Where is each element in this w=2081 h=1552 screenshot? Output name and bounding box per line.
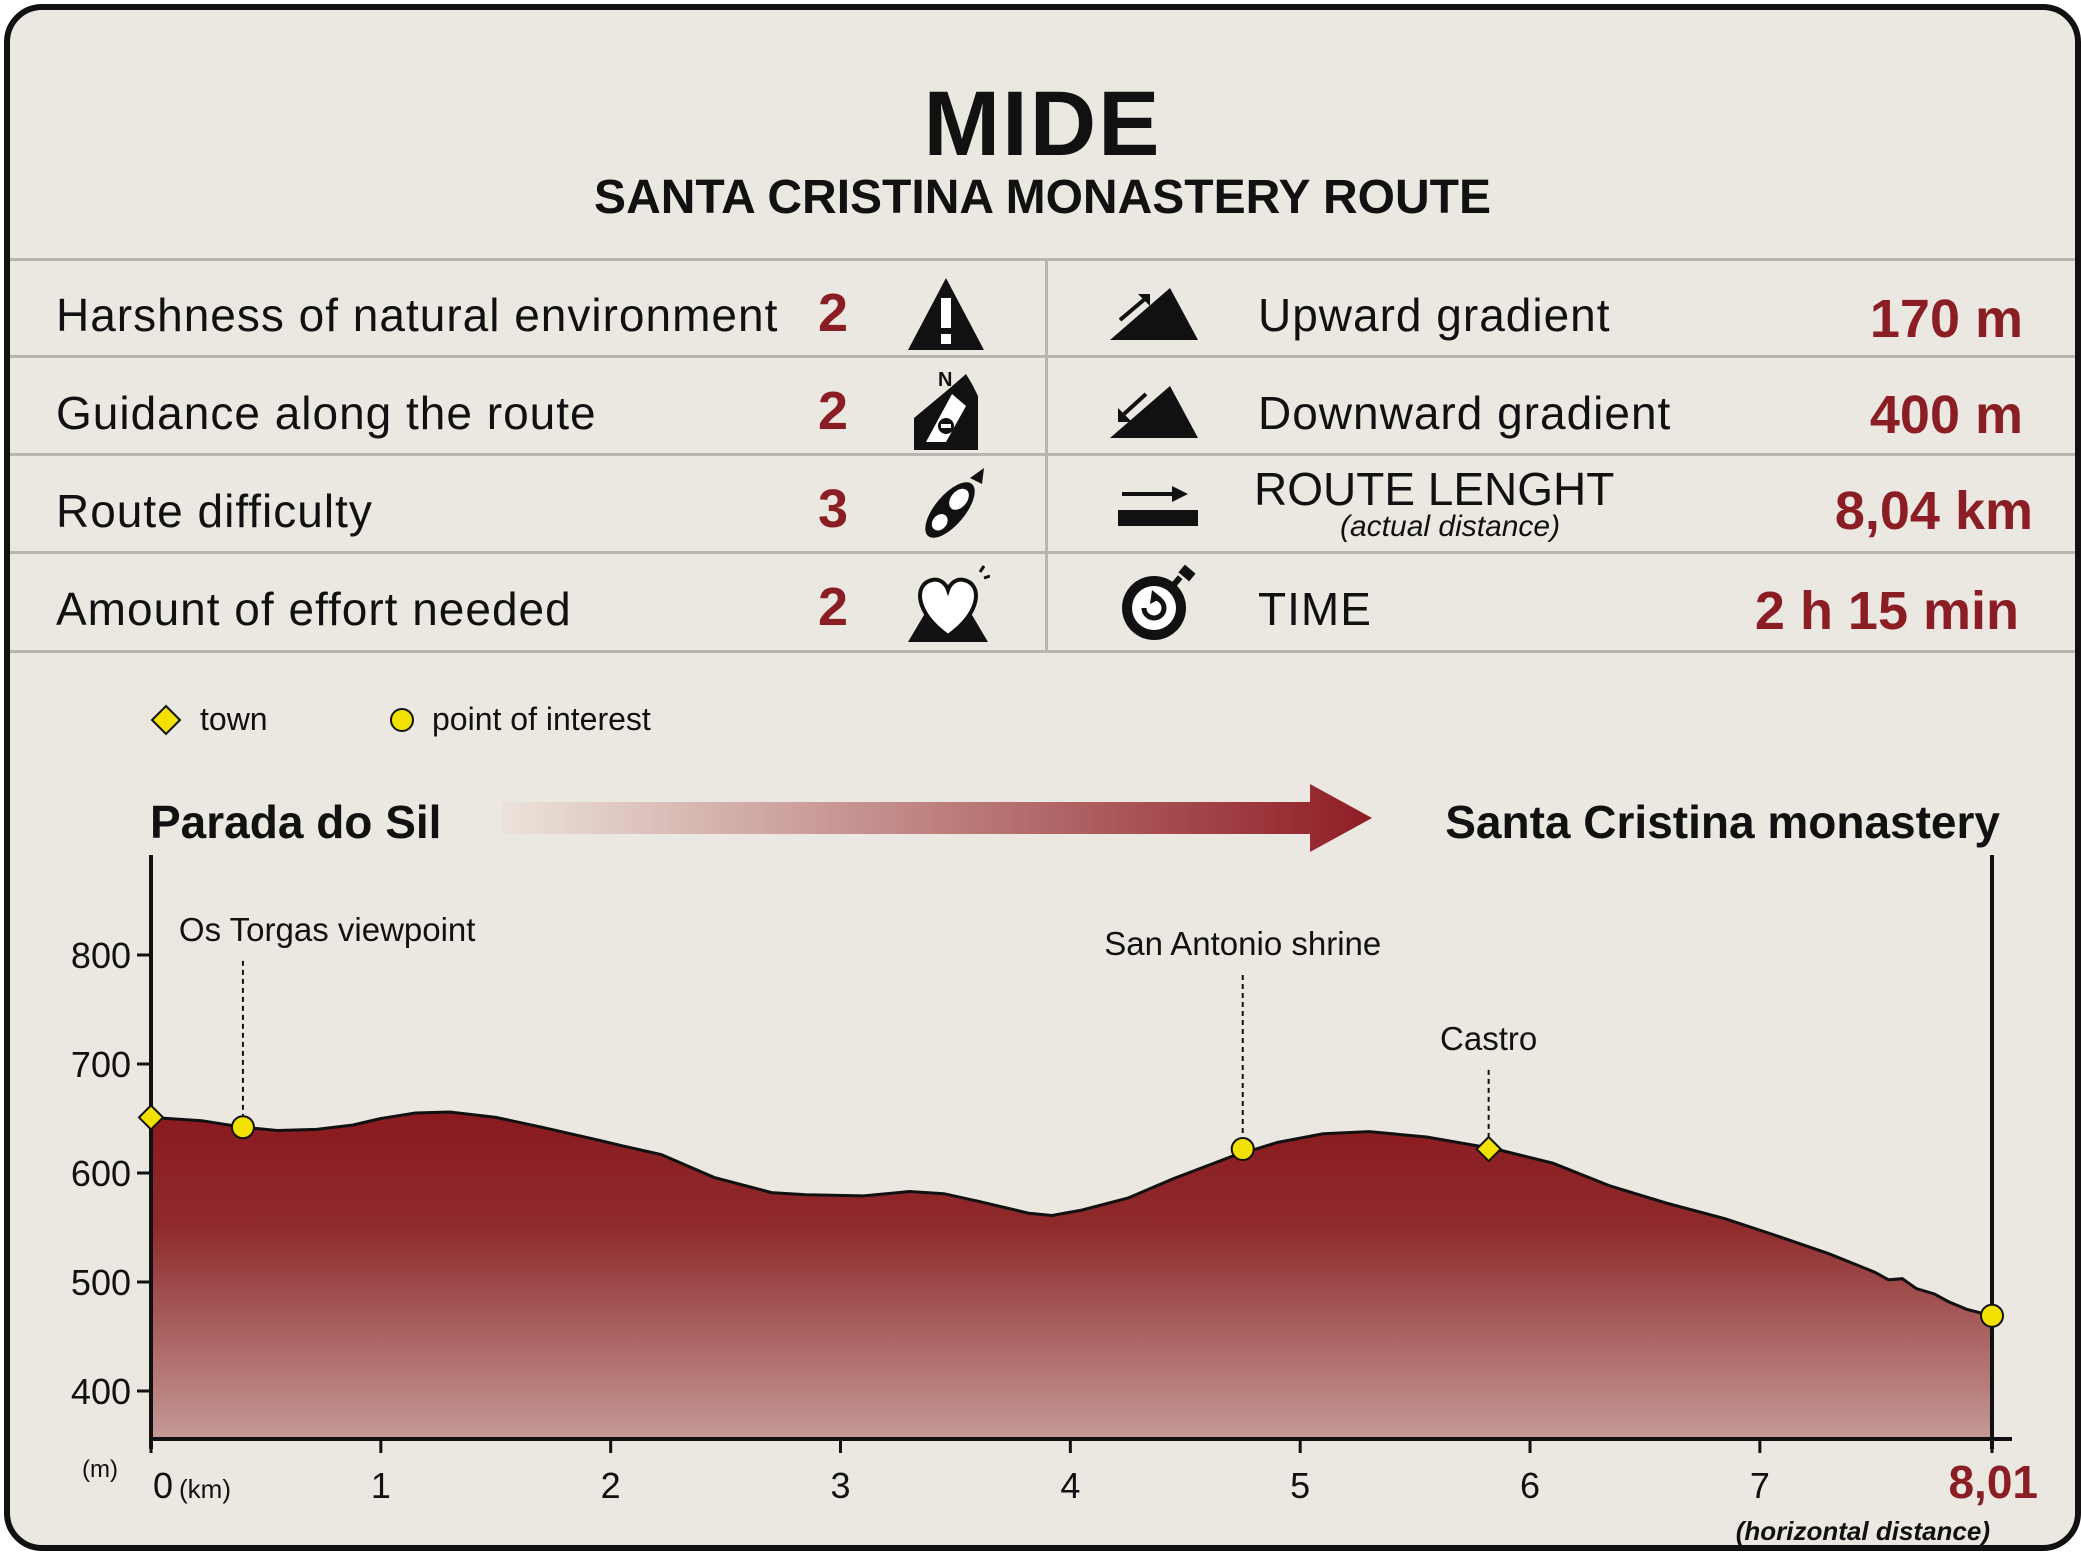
time-label: TIME bbox=[1258, 583, 1372, 635]
elevation-area bbox=[151, 1112, 1992, 1439]
poi-legend-marker bbox=[390, 708, 414, 732]
x-tick-label: 4 bbox=[1060, 1465, 1080, 1506]
y-axis-unit: (m) bbox=[82, 1456, 118, 1483]
divider bbox=[10, 650, 2075, 653]
end-point-label: Santa Cristina monastery bbox=[1445, 796, 2000, 848]
harshness-label: Harshness of natural environment bbox=[56, 289, 779, 341]
guidance-score: 2 bbox=[818, 381, 849, 441]
town-legend-marker bbox=[150, 704, 182, 736]
downward-gradient-label: Downward gradient bbox=[1258, 387, 1672, 439]
effort-score: 2 bbox=[818, 577, 849, 637]
x-tick-label: 7 bbox=[1750, 1465, 1770, 1506]
legend: town point of interest bbox=[150, 701, 651, 737]
upward-gradient-label: Upward gradient bbox=[1258, 289, 1611, 341]
effort-label: Amount of effort needed bbox=[56, 583, 572, 635]
poi-label: Os Torgas viewpoint bbox=[179, 911, 476, 948]
harshness-score: 2 bbox=[818, 283, 849, 343]
column-divider bbox=[1045, 260, 1048, 653]
upward-gradient-value: 170 m bbox=[1869, 289, 2023, 349]
poi-marker bbox=[1980, 1303, 2004, 1328]
y-tick-label: 700 bbox=[71, 1044, 131, 1085]
difficulty-score: 3 bbox=[818, 479, 849, 539]
start-point-label: Parada do Sil bbox=[150, 796, 441, 848]
poi-marker bbox=[1230, 1137, 1255, 1162]
svg-text:N: N bbox=[938, 369, 952, 391]
legend-point-of-interest: point of interest bbox=[432, 701, 651, 737]
compass-orientation-icon: N bbox=[914, 369, 978, 450]
poi-label: Castro bbox=[1440, 1020, 1537, 1057]
x-tick-label: 8,01 bbox=[1948, 1456, 2038, 1508]
x-tick-label: 6 bbox=[1520, 1465, 1540, 1506]
divider bbox=[10, 453, 2075, 456]
divider bbox=[10, 258, 2075, 261]
plot-area: 400 500 600 700 800 (m) 0 1 2 3 4 5 6 7 8,01 (km) (horiz… bbox=[71, 855, 2038, 1545]
upward-gradient-icon bbox=[1110, 288, 1198, 340]
route-length-icon bbox=[1118, 486, 1198, 526]
x-tick-label: 1 bbox=[371, 1465, 391, 1506]
poi-label: San Antonio shrine bbox=[1104, 925, 1381, 962]
x-axis-label: (horizontal distance) bbox=[1736, 1516, 1990, 1545]
y-tick-label: 600 bbox=[71, 1153, 131, 1194]
time-value: 2 h 15 min bbox=[1754, 581, 2019, 641]
divider bbox=[10, 355, 2075, 358]
route-length-value: 8,04 km bbox=[1834, 481, 2033, 541]
heart-effort-icon bbox=[908, 565, 990, 642]
mide-card: MIDE SANTA CRISTINA MONASTERY ROUTE Hars… bbox=[4, 4, 2081, 1551]
elevation-profile-chart: town point of interest Parada do Sil San… bbox=[71, 701, 2038, 1545]
stopwatch-icon bbox=[1122, 564, 1196, 640]
town-marker bbox=[137, 1103, 165, 1131]
footprint-icon bbox=[925, 468, 984, 538]
difficulty-label: Route difficulty bbox=[56, 485, 373, 537]
warning-icon bbox=[908, 278, 984, 350]
y-tick-label: 800 bbox=[71, 935, 131, 976]
x-axis-unit: (km) bbox=[179, 1474, 231, 1504]
route-name: SANTA CRISTINA MONASTERY ROUTE bbox=[594, 171, 1491, 224]
divider bbox=[10, 551, 2075, 554]
direction-arrow bbox=[502, 784, 1372, 852]
guidance-label: Guidance along the route bbox=[56, 387, 597, 439]
page-title: MIDE bbox=[923, 73, 1162, 175]
x-tick-label: 0 bbox=[153, 1465, 173, 1506]
x-tick-label: 2 bbox=[601, 1465, 621, 1506]
y-tick-label: 400 bbox=[71, 1371, 131, 1412]
legend-town: town bbox=[200, 701, 268, 737]
poi-marker bbox=[230, 1115, 255, 1140]
route-length-note: (actual distance) bbox=[1340, 510, 1561, 543]
x-tick-label: 3 bbox=[830, 1465, 850, 1506]
elevation-line bbox=[150, 1110, 1993, 1318]
route-length-label: ROUTE LENGHT bbox=[1254, 463, 1615, 515]
x-tick-label: 5 bbox=[1290, 1465, 1310, 1506]
town-marker bbox=[1475, 1135, 1503, 1163]
y-tick-label: 500 bbox=[71, 1262, 131, 1303]
downward-gradient-value: 400 m bbox=[1869, 385, 2023, 445]
downward-gradient-icon bbox=[1110, 386, 1198, 438]
